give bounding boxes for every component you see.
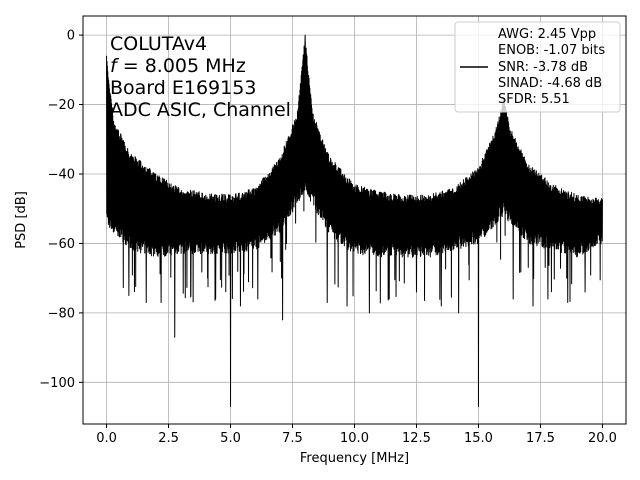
y-tick-label: −20	[48, 98, 75, 113]
annotation-frequency-symbol: f	[110, 55, 120, 77]
x-axis-label: Frequency [MHz]	[300, 451, 409, 466]
y-tick-label: −60	[48, 237, 75, 252]
x-tick-label: 10.0	[340, 431, 369, 446]
legend-snr: SNR: -3.78 dB	[498, 60, 588, 75]
x-tick-label: 20.0	[588, 431, 617, 446]
x-tick-label: 0.0	[96, 431, 117, 446]
annotation-line-3: Board E169153	[110, 77, 256, 99]
annotation-frequency-value: = 8.005 MHz	[117, 55, 246, 77]
x-tick-label: 7.5	[282, 431, 303, 446]
legend-awg: AWG: 2.45 Vpp	[498, 27, 596, 42]
y-axis-ticks: 0 −20 −40 −60 −80 −100	[39, 29, 83, 391]
x-tick-label: 15.0	[464, 431, 493, 446]
legend: AWG: 2.45 Vpp ENOB: -1.07 bits SNR: -3.7…	[454, 21, 621, 113]
x-tick-label: 17.5	[526, 431, 555, 446]
y-tick-label: 0	[67, 29, 75, 44]
y-tick-label: −100	[39, 376, 75, 391]
y-axis-label: PSD [dB]	[14, 191, 29, 249]
psd-series-line	[106, 34, 603, 408]
annotation-line-2: f = 8.005 MHz	[110, 55, 246, 77]
x-axis-ticks: 0.0 2.5 5.0 7.5 10.0 12.5 15.0 17.5 20.0	[96, 424, 617, 446]
x-tick-label: 5.0	[220, 431, 241, 446]
y-tick-label: −80	[48, 306, 75, 321]
psd-trace	[106, 34, 603, 408]
legend-enob: ENOB: -1.07 bits	[498, 43, 605, 58]
legend-sinad: SINAD: -4.68 dB	[498, 76, 602, 91]
x-tick-label: 12.5	[402, 431, 431, 446]
annotation-line-1: COLUTAv4	[110, 33, 207, 55]
annotation-line-4: ADC ASIC, Channel	[110, 99, 291, 121]
chart-annotation: COLUTAv4 f = 8.005 MHz Board E169153 ADC…	[110, 33, 291, 121]
legend-sfdr: SFDR: 5.51	[498, 92, 570, 107]
x-tick-label: 2.5	[158, 431, 179, 446]
y-tick-label: −40	[48, 167, 75, 182]
legend-box	[454, 21, 621, 113]
